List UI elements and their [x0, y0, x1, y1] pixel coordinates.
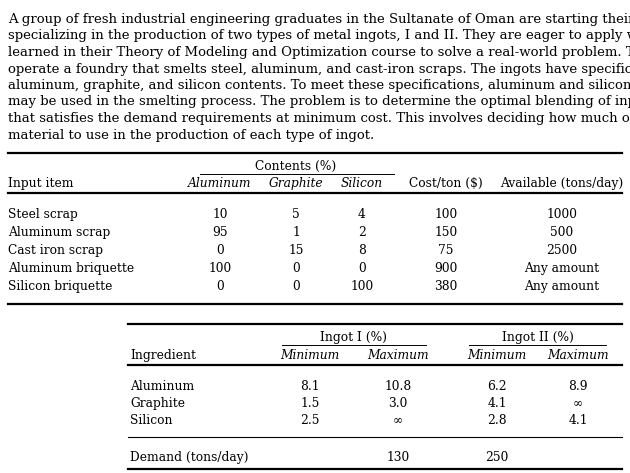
Text: 8.1: 8.1	[301, 380, 320, 393]
Text: 95: 95	[212, 226, 228, 239]
Text: 4.1: 4.1	[487, 397, 507, 410]
Text: 250: 250	[485, 451, 508, 464]
Text: Silicon: Silicon	[341, 177, 383, 190]
Text: 6.2: 6.2	[487, 380, 507, 393]
Text: 1: 1	[292, 226, 300, 239]
Text: Maximum: Maximum	[367, 349, 429, 362]
Text: ∞: ∞	[393, 414, 403, 427]
Text: A group of fresh industrial engineering graduates in the Sultanate of Oman are s: A group of fresh industrial engineering …	[8, 13, 630, 26]
Text: Minimum: Minimum	[280, 349, 340, 362]
Text: Input item: Input item	[8, 177, 74, 190]
Text: Contents (%): Contents (%)	[255, 160, 336, 173]
Text: 75: 75	[438, 244, 454, 257]
Text: Maximum: Maximum	[547, 349, 609, 362]
Text: 2.5: 2.5	[301, 414, 320, 427]
Text: Silicon: Silicon	[130, 414, 173, 427]
Text: 0: 0	[216, 280, 224, 293]
Text: Cast iron scrap: Cast iron scrap	[8, 244, 103, 257]
Text: Cost/ton ($): Cost/ton ($)	[409, 177, 483, 190]
Text: 100: 100	[209, 262, 232, 275]
Text: 8: 8	[358, 244, 366, 257]
Text: material to use in the production of each type of ingot.: material to use in the production of eac…	[8, 129, 374, 141]
Text: 4.1: 4.1	[568, 414, 588, 427]
Text: Silicon briquette: Silicon briquette	[8, 280, 112, 293]
Text: 8.9: 8.9	[568, 380, 588, 393]
Text: 130: 130	[386, 451, 410, 464]
Text: Any amount: Any amount	[524, 280, 600, 293]
Text: Minimum: Minimum	[467, 349, 527, 362]
Text: 1.5: 1.5	[301, 397, 319, 410]
Text: 100: 100	[434, 208, 457, 221]
Text: 10: 10	[212, 208, 228, 221]
Text: 0: 0	[216, 244, 224, 257]
Text: 900: 900	[434, 262, 457, 275]
Text: 4: 4	[358, 208, 366, 221]
Text: 150: 150	[434, 226, 457, 239]
Text: Ingot I (%): Ingot I (%)	[321, 331, 387, 344]
Text: Aluminum briquette: Aluminum briquette	[8, 262, 134, 275]
Text: 380: 380	[434, 280, 457, 293]
Text: Aluminum: Aluminum	[130, 380, 194, 393]
Text: 0: 0	[358, 262, 366, 275]
Text: Graphite: Graphite	[130, 397, 185, 410]
Text: Available (tons/day): Available (tons/day)	[500, 177, 624, 190]
Text: Ingredient: Ingredient	[130, 349, 196, 362]
Text: Ingot II (%): Ingot II (%)	[501, 331, 573, 344]
Text: 3.0: 3.0	[388, 397, 408, 410]
Text: that satisfies the demand requirements at minimum cost. This involves deciding h: that satisfies the demand requirements a…	[8, 112, 630, 125]
Text: 100: 100	[350, 280, 374, 293]
Text: 500: 500	[551, 226, 574, 239]
Text: 10.8: 10.8	[384, 380, 411, 393]
Text: Steel scrap: Steel scrap	[8, 208, 77, 221]
Text: ∞: ∞	[573, 397, 583, 410]
Text: specializing in the production of two types of metal ingots, I and II. They are : specializing in the production of two ty…	[8, 29, 630, 43]
Text: aluminum, graphite, and silicon contents. To meet these specifications, aluminum: aluminum, graphite, and silicon contents…	[8, 79, 630, 92]
Text: 1000: 1000	[546, 208, 578, 221]
Text: learned in their Theory of Modeling and Optimization course to solve a real-worl: learned in their Theory of Modeling and …	[8, 46, 630, 59]
Text: Aluminum: Aluminum	[188, 177, 252, 190]
Text: Aluminum scrap: Aluminum scrap	[8, 226, 110, 239]
Text: Graphite: Graphite	[268, 177, 323, 190]
Text: 0: 0	[292, 262, 300, 275]
Text: 5: 5	[292, 208, 300, 221]
Text: 2500: 2500	[546, 244, 578, 257]
Text: Demand (tons/day): Demand (tons/day)	[130, 451, 248, 464]
Text: operate a foundry that smelts steel, aluminum, and cast-iron scraps. The ingots : operate a foundry that smelts steel, alu…	[8, 62, 630, 76]
Text: 15: 15	[289, 244, 304, 257]
Text: Any amount: Any amount	[524, 262, 600, 275]
Text: may be used in the smelting process. The problem is to determine the optimal ble: may be used in the smelting process. The…	[8, 96, 630, 108]
Text: 2.8: 2.8	[487, 414, 507, 427]
Text: 0: 0	[292, 280, 300, 293]
Text: 2: 2	[358, 226, 366, 239]
